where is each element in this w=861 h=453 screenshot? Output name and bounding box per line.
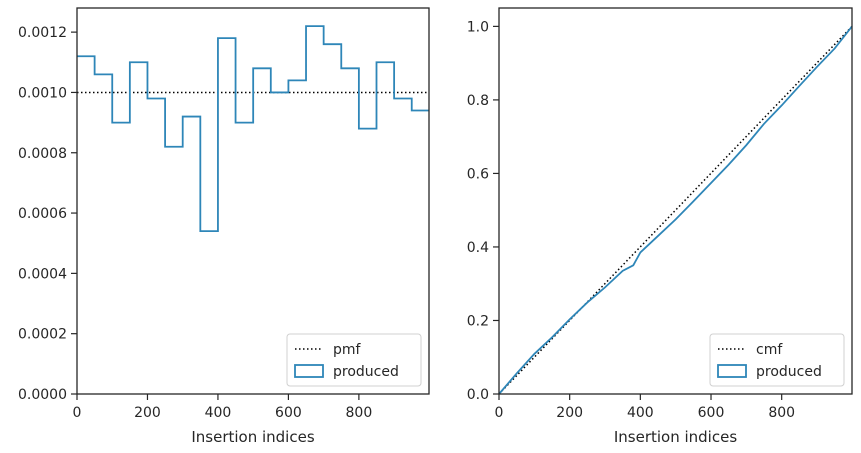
- x-tick-label: 600: [275, 405, 302, 421]
- x-axis-label: Insertion indices: [191, 428, 314, 446]
- legend-box: [286, 333, 422, 387]
- y-tick-label: 0.0004: [18, 266, 67, 282]
- y-tick-label: 0.0002: [18, 327, 67, 343]
- axes-frame: [498, 7, 853, 395]
- pmf-panel: 0 200 400 600 800 0.0000 0.0002 0.0004 0.0006 0.0…: [18, 7, 430, 446]
- cmf-panel: 0 200 400 600 800 0.0 0.2 0.4 0.6 0.8 1.0 Insertion…: [467, 7, 853, 446]
- x-axis-label: Insertion indices: [614, 428, 737, 446]
- x-tick-label: 0: [495, 405, 504, 421]
- y-tick-label: 0.8: [467, 93, 489, 109]
- legend: cmf produced: [709, 333, 845, 387]
- y-tick-label: 0.6: [467, 166, 489, 182]
- series-cmf-line: [498, 25, 853, 395]
- y-tick-label: 1.0: [467, 19, 489, 35]
- y-tick-label: 0.0012: [18, 25, 67, 41]
- legend-entry-produced: produced: [333, 364, 399, 380]
- y-tick-label: 0.0010: [18, 85, 67, 101]
- y-tick-label: 0.0: [467, 387, 489, 403]
- axes-frame: [76, 7, 430, 395]
- x-tick-label: 400: [627, 405, 654, 421]
- legend-box: [709, 333, 845, 387]
- y-tick-label: 0.0006: [18, 206, 67, 222]
- x-tick-label: 800: [346, 405, 373, 421]
- x-tick-label: 800: [768, 405, 795, 421]
- legend: pmf produced: [286, 333, 422, 387]
- y-tick-label: 0.0000: [18, 387, 67, 403]
- series-produced-line: [77, 25, 429, 233]
- y-tick-label: 0.0008: [18, 146, 67, 162]
- x-tick-label: 0: [73, 405, 82, 421]
- legend-entry-produced: produced: [756, 364, 822, 380]
- x-tick-label: 200: [134, 405, 161, 421]
- legend-swatch-produced: [294, 364, 324, 378]
- y-tick-label: 0.2: [467, 313, 489, 329]
- series-produced-line: [498, 25, 853, 395]
- y-tick-label: 0.4: [467, 240, 489, 256]
- legend-entry-pmf: pmf: [333, 342, 362, 358]
- legend-swatch-produced: [717, 364, 747, 378]
- x-tick-label: 400: [205, 405, 232, 421]
- legend-entry-cmf: cmf: [756, 342, 783, 358]
- x-tick-label: 600: [698, 405, 725, 421]
- x-tick-label: 200: [556, 405, 583, 421]
